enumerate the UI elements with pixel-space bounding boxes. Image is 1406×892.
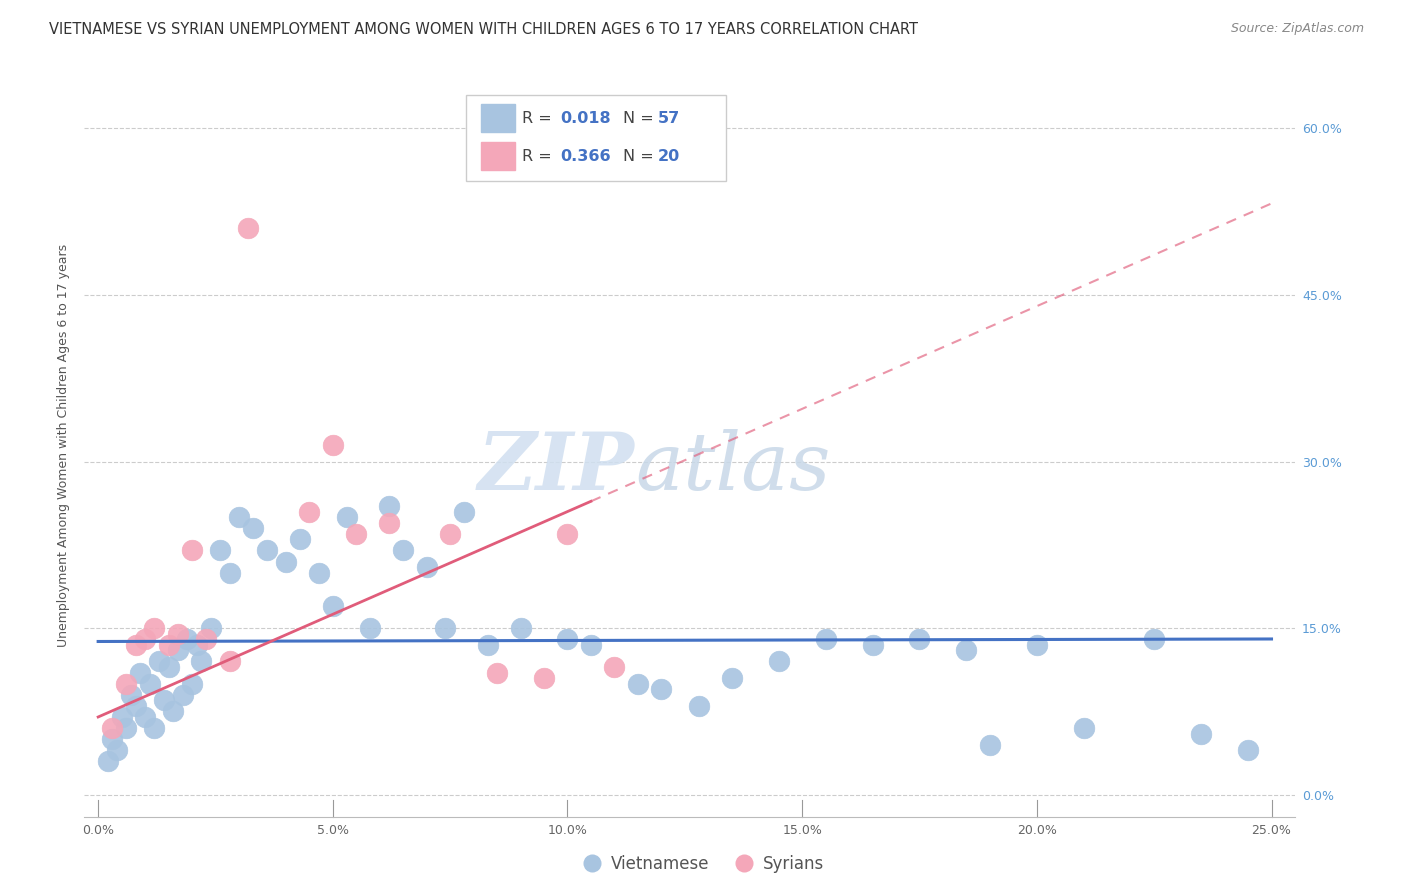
Point: [218, 566, 240, 580]
Point: [322, 599, 344, 613]
Legend: Vietnamese, Syrians: Vietnamese, Syrians: [575, 848, 831, 880]
Point: [768, 655, 790, 669]
Point: [115, 721, 138, 735]
Point: [195, 632, 218, 647]
Point: [153, 693, 176, 707]
Point: [322, 438, 344, 452]
Point: [579, 638, 602, 652]
Point: [242, 521, 264, 535]
Point: [1025, 638, 1047, 652]
Point: [172, 688, 194, 702]
Point: [186, 638, 208, 652]
Text: atlas: atlas: [636, 428, 831, 506]
Text: R =: R =: [523, 111, 557, 126]
Point: [209, 543, 232, 558]
Text: 0.018: 0.018: [560, 111, 610, 126]
Point: [162, 705, 184, 719]
Point: [139, 676, 162, 690]
Point: [256, 543, 278, 558]
Point: [101, 721, 124, 735]
Point: [157, 638, 180, 652]
Point: [298, 505, 321, 519]
Point: [143, 721, 166, 735]
Point: [814, 632, 837, 647]
Point: [176, 632, 198, 647]
Point: [1073, 721, 1095, 735]
Point: [125, 638, 148, 652]
Point: [434, 621, 457, 635]
Point: [115, 676, 138, 690]
Point: [134, 710, 156, 724]
Point: [453, 505, 475, 519]
Point: [557, 526, 579, 541]
Point: [125, 698, 148, 713]
Point: [101, 732, 124, 747]
Point: [509, 621, 531, 635]
Text: R =: R =: [523, 149, 557, 164]
Point: [908, 632, 931, 647]
Point: [477, 638, 499, 652]
Text: VIETNAMESE VS SYRIAN UNEMPLOYMENT AMONG WOMEN WITH CHILDREN AGES 6 TO 17 YEARS C: VIETNAMESE VS SYRIAN UNEMPLOYMENT AMONG …: [49, 22, 918, 37]
Point: [200, 621, 222, 635]
Point: [603, 660, 626, 674]
Point: [288, 533, 311, 547]
Point: [218, 655, 240, 669]
Point: [955, 643, 977, 657]
Text: ZIP: ZIP: [478, 428, 636, 506]
Point: [557, 632, 579, 647]
Point: [344, 526, 367, 541]
Point: [96, 755, 118, 769]
Point: [378, 499, 401, 513]
Y-axis label: Unemployment Among Women with Children Ages 6 to 17 years: Unemployment Among Women with Children A…: [58, 244, 70, 647]
Point: [181, 543, 204, 558]
Point: [862, 638, 884, 652]
Point: [157, 660, 180, 674]
Point: [378, 516, 401, 530]
Point: [134, 632, 156, 647]
Point: [1143, 632, 1166, 647]
Point: [105, 743, 128, 757]
Point: [238, 221, 260, 235]
Text: Source: ZipAtlas.com: Source: ZipAtlas.com: [1230, 22, 1364, 36]
Point: [336, 510, 359, 524]
Text: 0.366: 0.366: [560, 149, 610, 164]
Point: [1189, 726, 1212, 740]
Point: [143, 621, 166, 635]
Point: [190, 655, 212, 669]
Bar: [481, 104, 515, 133]
Point: [415, 560, 437, 574]
Point: [439, 526, 461, 541]
Point: [486, 665, 509, 680]
Point: [1237, 743, 1260, 757]
Point: [359, 621, 381, 635]
Point: [650, 682, 672, 697]
Point: [110, 710, 132, 724]
Point: [627, 676, 650, 690]
Point: [181, 676, 204, 690]
Point: [979, 738, 1001, 752]
Bar: [481, 142, 515, 170]
FancyBboxPatch shape: [465, 95, 725, 181]
Point: [688, 698, 710, 713]
Text: 57: 57: [658, 111, 681, 126]
Point: [308, 566, 330, 580]
Point: [120, 688, 142, 702]
Point: [129, 665, 152, 680]
Point: [392, 543, 415, 558]
Text: 20: 20: [658, 149, 681, 164]
Point: [274, 555, 297, 569]
Text: N =: N =: [623, 111, 659, 126]
Text: N =: N =: [623, 149, 659, 164]
Point: [720, 671, 742, 685]
Point: [228, 510, 250, 524]
Point: [167, 643, 190, 657]
Point: [533, 671, 555, 685]
Point: [167, 626, 190, 640]
Point: [148, 655, 170, 669]
